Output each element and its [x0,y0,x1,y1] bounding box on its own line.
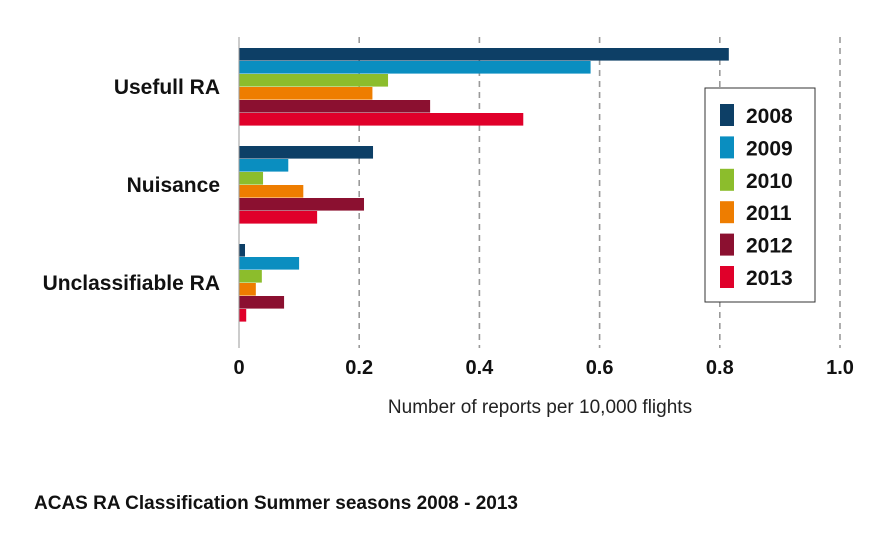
bar-2009 [239,257,300,270]
legend: 2008 2009 2010 2011 2012 2013 [704,87,816,303]
legend-swatch-2011 [720,201,734,224]
x-tick-label: 0.2 [345,357,373,379]
category-labels: Usefull RA Nuisance Unclassifiable RA [43,76,220,295]
bar-2011 [239,283,256,296]
bar-2011 [239,185,304,198]
chart-title: ACAS RA Classification Summer seasons 20… [34,493,518,514]
legend-label: 2011 [746,202,792,225]
bar-2011 [239,87,373,100]
legend-label: 2012 [746,235,793,258]
legend-label: 2010 [746,170,793,193]
bar-2013 [239,309,247,322]
x-tick-labels: 0 0.2 0.4 0.6 0.8 1.0 [233,357,853,379]
legend-swatch-2012 [720,233,734,256]
category-label: Nuisance [127,174,220,197]
x-tick-label: 0 [233,357,244,379]
x-axis-label: Number of reports per 10,000 flights [388,397,692,418]
bar-2012 [239,296,285,309]
bar-2008 [239,244,246,257]
x-tick-label: 1.0 [826,357,854,379]
legend-swatch-2013 [720,266,734,288]
legend-label: 2009 [746,137,793,160]
legend-label: 2013 [746,267,793,290]
bar-2012 [239,100,431,113]
bar-2013 [239,113,524,126]
legend-swatch-2008 [720,104,734,126]
x-tick-label: 0.4 [465,357,494,379]
x-tick-label: 0.8 [706,357,734,379]
bar-2010 [239,74,389,87]
legend-label: 2008 [746,105,793,128]
legend-swatch-2010 [720,168,734,191]
bar-2012 [239,198,365,211]
bar-2008 [239,48,729,61]
bar-2013 [239,211,318,224]
bar-2008 [239,146,374,159]
bar-2010 [239,172,264,185]
x-tick-label: 0.6 [586,357,614,379]
bar-2009 [239,159,289,172]
bar-2009 [239,61,591,74]
category-label: Usefull RA [114,76,220,99]
bars [239,48,729,322]
bar-2010 [239,270,262,283]
legend-swatch-2009 [720,136,734,159]
category-label: Unclassifiable RA [43,272,220,295]
